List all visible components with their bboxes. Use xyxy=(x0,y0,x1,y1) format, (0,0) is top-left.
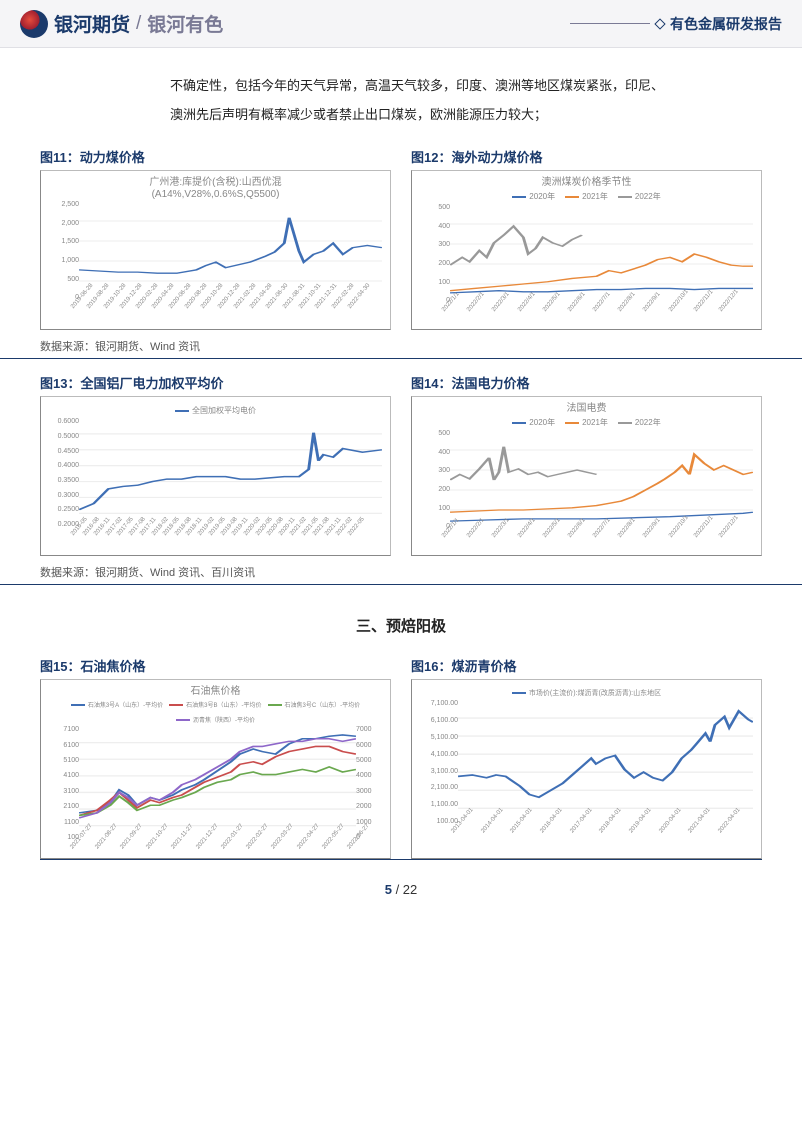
fig11-x-axis: 2019-06-282019-08-282019-10-282019-12-28… xyxy=(45,301,386,321)
fig15-chart: 石油焦价格 石油焦3号A（山东）-平均价石油焦3号B（山东）-平均价石油焦3号C… xyxy=(40,679,391,859)
fig16-title: 图16：煤沥青价格 xyxy=(411,650,762,679)
fig12-y-axis: 5004003002001000 xyxy=(418,204,450,304)
fig15-y-axis-left: 7100610051004100310021001100100 xyxy=(47,726,79,841)
page-total: 22 xyxy=(403,882,417,897)
page-header: 银河期货 / 银河有色 有色金属研发报告 xyxy=(0,0,802,48)
fig11-inner-title-1: 广州港:库提价(含税):山西优混 xyxy=(45,177,386,189)
fig13-legend: 全国加权平均电价 xyxy=(45,403,386,418)
fig16-column: 图16：煤沥青价格 市场价(主流价):煤沥青(改质沥青):山东地区 7,100.… xyxy=(411,650,762,859)
fig12-inner-title: 澳洲煤炭价格季节性 xyxy=(416,177,757,189)
fig16-y-axis: 7,100.006,100.005,100.004,100.003,100.00… xyxy=(418,700,458,825)
brand-name: 银河期货 xyxy=(54,10,130,37)
fig11-title: 图11：动力煤价格 xyxy=(40,141,391,170)
page-current: 5 xyxy=(385,882,392,897)
body-paragraph: 不确定性，包括今年的天气异常，高温天气较多，印度、澳洲等地区煤炭紧张，印尼、 澳… xyxy=(0,48,802,141)
report-type: 有色金属研发报告 xyxy=(570,14,782,34)
chart-row-3: 图15：石油焦价格 石油焦价格 石油焦3号A（山东）-平均价石油焦3号B（山东）… xyxy=(0,650,802,859)
fig14-title: 图14：法国电力价格 xyxy=(411,367,762,396)
fig14-y-axis: 5004003002001000 xyxy=(418,430,450,530)
page-separator: / xyxy=(392,882,403,897)
fig15-title: 图15：石油焦价格 xyxy=(40,650,391,679)
body-text-line-2: 澳洲先后声明有概率减少或者禁止出口煤炭，欧洲能源压力较大； xyxy=(170,107,547,122)
fig13-plot: 0.60000.50000.45000.40000.35000.30000.25… xyxy=(45,418,386,528)
fig14-plot: 5004003002001000 xyxy=(416,430,757,530)
page-footer: 5 / 22 xyxy=(0,864,802,909)
fig13-chart: 全国加权平均电价 0.60000.50000.45000.40000.35000… xyxy=(40,396,391,556)
report-type-label: 有色金属研发报告 xyxy=(670,14,782,34)
fig16-x-axis: 2013-04-012014-04-012015-04-012016-04-01… xyxy=(416,825,757,847)
brand-separator: / xyxy=(136,13,141,35)
fig14-legend: 2020年2021年2022年 xyxy=(416,415,757,430)
chart-row-2: 图13：全国铝厂电力加权平均价 全国加权平均电价 0.60000.50000.4… xyxy=(0,367,802,556)
fig12-chart: 澳洲煤炭价格季节性 2020年2021年2022年 50040030020010… xyxy=(411,170,762,330)
source-note-2: 数据来源：银河期货、Wind 资讯、百川资讯 xyxy=(0,556,802,585)
fig11-chart: 广州港:库提价(含税):山西优混 (A14%,V28%,0.6%S,Q5500)… xyxy=(40,170,391,330)
header-decor-line xyxy=(570,23,650,24)
fig13-x-axis: 2016-052016-082016-112017-022017-052017-… xyxy=(45,528,386,548)
source-note-1: 数据来源：银河期货、Wind 资讯 xyxy=(0,330,802,359)
fig16-legend: 市场价(主流价):煤沥青(改质沥青):山东地区 xyxy=(416,686,757,700)
fig15-column: 图15：石油焦价格 石油焦价格 石油焦3号A（山东）-平均价石油焦3号B（山东）… xyxy=(40,650,391,859)
fig12-column: 图12：海外动力煤价格 澳洲煤炭价格季节性 2020年2021年2022年 50… xyxy=(411,141,762,330)
body-text-line-1: 不确定性，包括今年的天气异常，高温天气较多，印度、澳洲等地区煤炭紧张，印尼、 xyxy=(170,78,664,93)
fig12-x-axis: 2022/1/12022/2/12022/3/12022/4/12022/5/1… xyxy=(416,304,757,324)
section-heading: 三、预焙阳极 xyxy=(0,593,802,650)
sub-brand-name: 银河有色 xyxy=(147,10,223,37)
fig15-x-axis: 2021-07-272021-08-272021-09-272021-10-27… xyxy=(45,841,386,863)
fig15-y-axis-right: 70006000500040003000200010000 xyxy=(356,726,384,841)
fig15-legend: 石油焦3号A（山东）-平均价石油焦3号B（山东）-平均价石油焦3号C（山东）-平… xyxy=(45,698,386,726)
diamond-icon xyxy=(654,18,665,29)
fig12-legend: 2020年2021年2022年 xyxy=(416,189,757,204)
chart-row-1: 图11：动力煤价格 广州港:库提价(含税):山西优混 (A14%,V28%,0.… xyxy=(0,141,802,330)
fig12-title: 图12：海外动力煤价格 xyxy=(411,141,762,170)
fig13-column: 图13：全国铝厂电力加权平均价 全国加权平均电价 0.60000.50000.4… xyxy=(40,367,391,556)
fig16-chart: 市场价(主流价):煤沥青(改质沥青):山东地区 7,100.006,100.00… xyxy=(411,679,762,859)
header-left: 银河期货 / 银河有色 xyxy=(20,10,223,38)
fig14-x-axis: 2022/1/12022/2/12022/3/12022/4/12022/5/1… xyxy=(416,530,757,550)
fig13-y-axis: 0.60000.50000.45000.40000.35000.30000.25… xyxy=(47,418,79,528)
fig11-column: 图11：动力煤价格 广州港:库提价(含税):山西优混 (A14%,V28%,0.… xyxy=(40,141,391,330)
fig12-plot: 5004003002001000 xyxy=(416,204,757,304)
fig13-title: 图13：全国铝厂电力加权平均价 xyxy=(40,367,391,396)
fig11-inner-title-2: (A14%,V28%,0.6%S,Q5500) xyxy=(45,189,386,201)
fig14-chart: 法国电费 2020年2021年2022年 5004003002001000 20… xyxy=(411,396,762,556)
fig14-inner-title: 法国电费 xyxy=(416,403,757,415)
galaxy-futures-logo-icon xyxy=(20,10,48,38)
fig15-inner-title: 石油焦价格 xyxy=(45,686,386,698)
fig14-column: 图14：法国电力价格 法国电费 2020年2021年2022年 50040030… xyxy=(411,367,762,556)
fig11-y-axis: 2,5002,0001,5001,0005000 xyxy=(47,201,79,301)
